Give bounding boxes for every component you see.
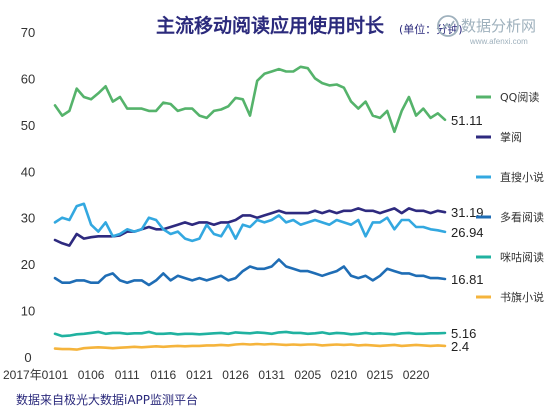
x-tick-label: 0121 [186,368,213,382]
y-tick-label: 20 [21,257,35,272]
legend-label: 多看阅读 [500,210,544,224]
series-line-5 [53,342,447,351]
y-tick-label: 50 [21,118,35,133]
x-tick-label: 0205 [294,368,321,382]
x-tick-label: 0220 [403,368,430,382]
series-line-3 [53,258,447,287]
x-tick-label: 0101 [42,368,69,382]
y-tick-label: 10 [21,304,35,319]
series-line-0 [53,65,447,134]
end-value-label: 16.81 [451,272,484,287]
legend-label: 咪咕阅读 [500,250,544,264]
x-year-label: 2017年 [3,368,42,382]
x-tick-label: 0215 [367,368,394,382]
chart-title: 主流移动阅读应用使用时长 [156,14,385,37]
y-tick-label: 70 [21,25,35,40]
y-tick-label: 40 [21,164,35,179]
x-tick-label: 0111 [115,368,140,382]
watermark: 数据分析网 www.afenxi.com [437,15,536,46]
x-tick-label: 0116 [150,368,176,382]
end-value-label: 26.94 [451,225,484,240]
legend-label: 书旗小说 [500,290,544,304]
x-tick-label: 0106 [78,368,105,382]
watermark-text: 数据分析网 [461,17,536,35]
end-value-label: 31.19 [451,205,484,220]
x-tick-label: 0126 [222,368,249,382]
source-note: 数据来自极光大数据iAPP监测平台 [16,392,198,407]
end-labels: 51.11 31.19 26.94 16.81 5.162.4 [451,113,484,354]
end-value-label: 2.4 [451,339,469,354]
watermark-logo-icon [437,15,459,37]
series-line-4 [53,330,447,338]
legend-label: 直搜小说 [500,170,544,184]
series-lines [53,65,447,351]
x-axis: 2017年 0101 0106 0111 0116 0121 0126 0131 0205 021… [3,368,430,382]
watermark-url: www.afenxi.com [469,37,528,46]
end-value-label: 5.16 [451,326,476,341]
y-tick-label: 60 [21,71,35,86]
x-tick-label: 0131 [258,368,285,382]
legend-label: 掌阅 [500,130,522,144]
end-value-label: 51.11 [451,113,483,128]
y-tick-label: 30 [21,211,35,226]
series-line-1 [53,207,447,247]
legend-label: QQ阅读 [500,90,539,104]
y-axis: 0 10 20 30 40 50 60 70 [21,25,35,365]
y-tick-label: 0 [24,350,31,365]
x-tick-label: 0210 [331,368,358,382]
series-line-2 [53,202,447,243]
